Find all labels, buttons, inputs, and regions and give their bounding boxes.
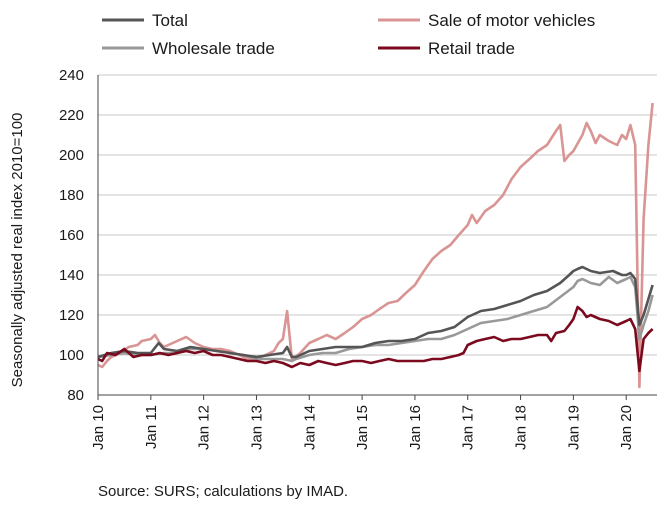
y-tick-label-240: 240 bbox=[59, 67, 84, 84]
y-tick-label-120: 120 bbox=[59, 307, 84, 324]
grid-lines bbox=[98, 74, 657, 396]
series-line-wholesale-trade bbox=[97, 275, 654, 363]
series-lines bbox=[97, 102, 654, 389]
series-line-total bbox=[97, 265, 654, 359]
y-tick-label-100: 100 bbox=[59, 347, 84, 364]
x-tick-label-2012: Jan 12 bbox=[196, 405, 213, 450]
axes bbox=[97, 75, 657, 400]
x-tick-label-2016: Jan 16 bbox=[407, 405, 424, 450]
y-tick-label-200: 200 bbox=[59, 147, 84, 164]
y-tick-label-160: 160 bbox=[59, 227, 84, 244]
x-tick-label-2020: Jan 20 bbox=[618, 405, 635, 450]
legend-label-total: Total bbox=[152, 11, 188, 30]
y-tick-label-80: 80 bbox=[67, 387, 84, 404]
legend: Total Sale of motor vehicles Wholesale tra… bbox=[102, 11, 595, 58]
legend-label-wholesale-trade: Wholesale trade bbox=[152, 39, 275, 58]
x-tick-label-2011: Jan 11 bbox=[143, 405, 160, 449]
x-tick-label-2018: Jan 18 bbox=[513, 405, 530, 450]
source-note: Source: SURS; calculations by IMAD. bbox=[98, 483, 349, 500]
x-tick-label-2019: Jan 19 bbox=[565, 405, 582, 450]
y-tick-label-220: 220 bbox=[59, 107, 84, 124]
x-tick-label-2010: Jan 10 bbox=[90, 405, 107, 450]
x-tick-label-2017: Jan 17 bbox=[460, 405, 477, 450]
x-tick-label-2013: Jan 13 bbox=[248, 405, 265, 450]
legend-label-retail-trade: Retail trade bbox=[428, 39, 515, 58]
x-tick-labels: Jan 10 Jan 11 Jan 12 Jan 13 Jan 14 Jan 15 Jan … bbox=[90, 405, 635, 450]
y-axis-label: Seasonally adjusted real index 2010=100 bbox=[9, 113, 26, 388]
y-tick-label-140: 140 bbox=[59, 267, 84, 284]
series-line-retail-trade bbox=[97, 305, 654, 373]
y-tick-label-180: 180 bbox=[59, 187, 84, 204]
legend-label-sale-of-motor-vehicles: Sale of motor vehicles bbox=[428, 11, 595, 30]
x-tick-label-2015: Jan 15 bbox=[354, 405, 371, 450]
x-tick-label-2014: Jan 14 bbox=[301, 405, 318, 450]
y-tick-labels: 80 100 120 140 160 180 200 220 240 bbox=[59, 67, 84, 404]
series-line-sale-of-motor-vehicles bbox=[97, 102, 654, 389]
